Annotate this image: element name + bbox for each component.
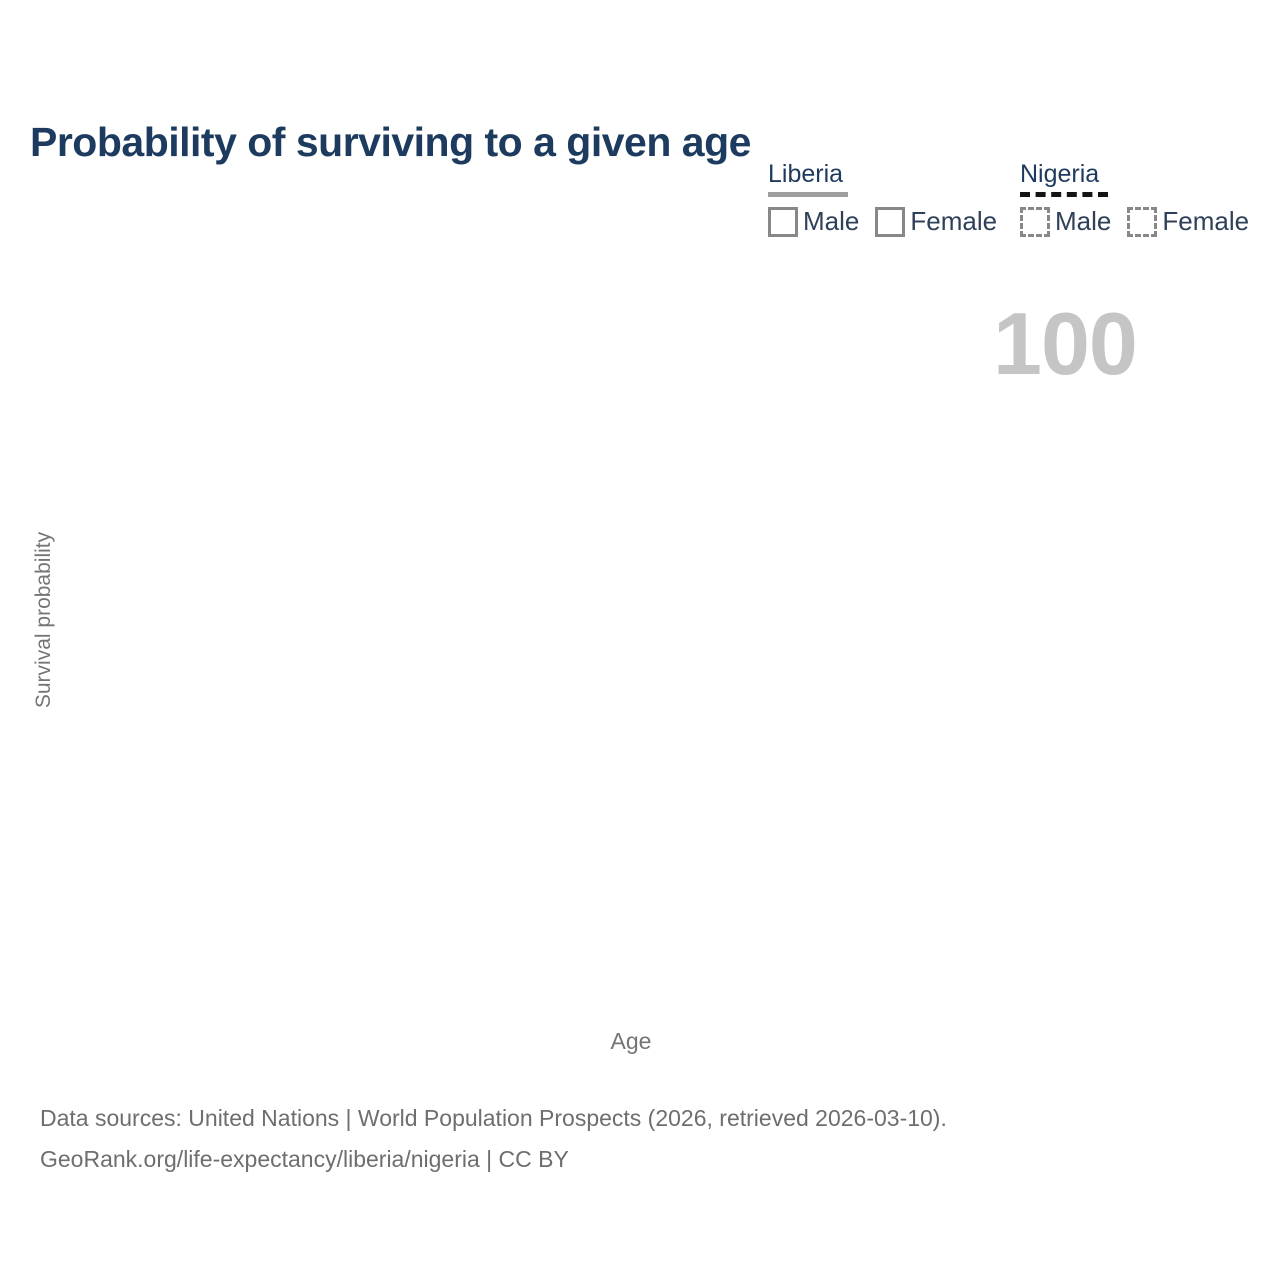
legend-group-nigeria: Nigeria Male Female bbox=[1020, 160, 1249, 237]
footer-attribution: GeoRank.org/life-expectancy/liberia/nige… bbox=[40, 1146, 569, 1172]
legend-label: Male bbox=[803, 206, 860, 236]
footer-data-sources: Data sources: United Nations | World Pop… bbox=[40, 1105, 947, 1131]
legend-country-liberia: Liberia bbox=[768, 160, 844, 188]
legend-item-liberia-male[interactable]: Male bbox=[768, 206, 859, 237]
age-counter-watermark: 100 bbox=[993, 294, 1138, 393]
legend-label: Male bbox=[1055, 206, 1112, 236]
nigeria-female-swatch-icon bbox=[1127, 206, 1158, 237]
legend-item-liberia-female[interactable]: Female bbox=[875, 206, 997, 237]
page-title: Probability of surviving to a given age bbox=[30, 119, 751, 166]
nigeria-line-style-swatch bbox=[1020, 192, 1108, 197]
legend-item-nigeria-male[interactable]: Male bbox=[1020, 206, 1111, 237]
liberia-line-style-swatch bbox=[768, 192, 848, 197]
x-axis-title: Age bbox=[610, 1028, 652, 1054]
liberia-female-swatch-icon bbox=[875, 206, 906, 237]
legend-group-liberia: Liberia Male Female bbox=[768, 160, 997, 237]
footer: Data sources: United Nations | World Pop… bbox=[40, 1098, 947, 1180]
legend-label: Female bbox=[1162, 206, 1250, 236]
nigeria-male-swatch-icon bbox=[1020, 206, 1050, 237]
legend-country-nigeria: Nigeria bbox=[1020, 160, 1100, 188]
legend-label: Female bbox=[910, 206, 998, 236]
legend-item-nigeria-female[interactable]: Female bbox=[1127, 206, 1249, 237]
y-axis-title: Survival probability bbox=[32, 531, 55, 709]
liberia-male-swatch-icon bbox=[768, 206, 798, 237]
